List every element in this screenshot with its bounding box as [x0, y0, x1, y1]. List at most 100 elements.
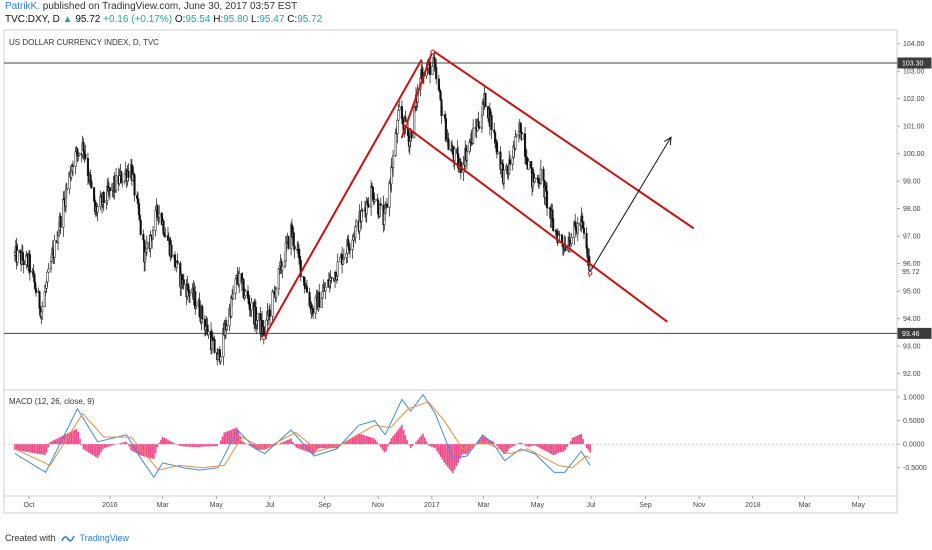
- time-tick-label: Mar: [478, 502, 491, 509]
- macd-tick-label: 0.0000: [903, 442, 925, 449]
- time-tick-label: 2018: [745, 502, 761, 509]
- candle-body: [453, 148, 456, 162]
- candle-body: [293, 245, 296, 250]
- candle-body: [379, 203, 382, 206]
- candle-body: [502, 169, 505, 184]
- candle-body: [102, 192, 105, 203]
- price-tick-label: 101.00: [903, 124, 925, 131]
- candle-series: [13, 51, 592, 366]
- trend-line-handle[interactable]: [587, 270, 593, 276]
- candle-body: [480, 114, 483, 129]
- trend-channel[interactable]: [261, 49, 695, 341]
- candle-body: [268, 309, 272, 317]
- candle-body: [361, 210, 364, 212]
- author-link[interactable]: PatrikK.: [5, 1, 41, 12]
- time-tick-label: May: [210, 502, 224, 509]
- macd-tick-label: 0.5000: [903, 418, 925, 425]
- candle-body: [219, 356, 222, 362]
- candle-body: [373, 199, 376, 202]
- low-label: L:: [251, 14, 260, 25]
- price-tick-label: 98.00: [903, 206, 921, 213]
- last-price: 95.72: [75, 14, 101, 25]
- candle-body: [275, 288, 278, 298]
- candle-body: [385, 203, 389, 208]
- macd-tick-label: 1.0000: [903, 395, 925, 402]
- candle-body: [127, 170, 130, 178]
- candle-body: [444, 118, 447, 142]
- trend-line-handle[interactable]: [403, 121, 408, 126]
- candle-body: [207, 331, 210, 335]
- arrow-head-icon[interactable]: [664, 136, 672, 146]
- candle-body: [330, 276, 333, 279]
- candle-body: [527, 161, 530, 170]
- trend-line-handle[interactable]: [430, 49, 435, 55]
- price-tick-label: 104.00: [903, 41, 925, 48]
- ohlc-bar: TVC:DXY, D ▲ 95.72 +0.16 (+0.17%) O:95.5…: [5, 14, 322, 25]
- candle-body: [195, 305, 198, 309]
- time-axis: Oct 2016 Mar May Jul Sep Nov 2017 Mar May Jul Sep No…: [24, 496, 866, 509]
- candle-body: [465, 151, 469, 161]
- chart-canvas[interactable]: 104.00 103.00 102.00 101.00 100.00 99.00 98.00…: [0, 28, 932, 528]
- time-tick-label: Mar: [157, 502, 170, 509]
- candle-body: [539, 168, 542, 184]
- candle-body: [173, 254, 177, 267]
- price-label-text: 103.30: [902, 60, 924, 67]
- candle-body: [84, 153, 87, 159]
- candle-body: [521, 133, 524, 140]
- price-label-text: 95.72: [902, 269, 920, 276]
- price-label-box: [897, 265, 932, 277]
- time-tick-label: May: [852, 502, 866, 509]
- time-tick-label: Jul: [266, 502, 275, 509]
- trend-line[interactable]: [431, 49, 695, 229]
- close-label: C:: [287, 14, 298, 25]
- time-tick-label: 2016: [102, 502, 118, 509]
- price-tick-label: 93.00: [903, 344, 921, 351]
- projection-arrow[interactable]: [590, 136, 672, 271]
- candle-body: [431, 65, 434, 76]
- candle-body: [576, 222, 579, 234]
- trend-line[interactable]: [262, 59, 423, 339]
- arrow-shaft[interactable]: [590, 136, 672, 271]
- time-tick-label: Mar: [799, 502, 812, 509]
- candle-body: [65, 188, 68, 191]
- candle-body: [188, 293, 191, 296]
- candle-body: [244, 290, 247, 297]
- publish-info: PatrikK. published on TradingView.com, J…: [5, 1, 297, 12]
- price-label-box: [897, 57, 932, 69]
- candle-body: [515, 134, 518, 137]
- created-with-label: Created with: [5, 533, 56, 543]
- time-tick-label: Oct: [24, 502, 35, 509]
- candle-body: [99, 196, 102, 207]
- price-tick-label: 99.00: [903, 179, 921, 186]
- close-value: 95.72: [297, 14, 323, 25]
- candle-body: [472, 127, 475, 144]
- candle-body: [558, 234, 561, 236]
- trend-line-handle[interactable]: [261, 335, 267, 341]
- price-tick-label: 97.00: [903, 234, 921, 241]
- time-tick-label: Nov: [693, 502, 706, 509]
- macd-line: [14, 393, 591, 479]
- trend-line[interactable]: [404, 125, 668, 323]
- candle-body: [299, 260, 302, 277]
- candle-body: [396, 120, 399, 135]
- price-tick-label: 95.00: [903, 289, 921, 296]
- candle-body: [46, 271, 49, 283]
- candle-body: [435, 66, 438, 80]
- candle-body: [490, 115, 493, 131]
- candle-body: [410, 131, 413, 139]
- candle-body: [398, 106, 401, 111]
- candle-body: [213, 339, 216, 353]
- candle-body: [62, 198, 65, 228]
- tradingview-brand[interactable]: TradingView: [79, 533, 130, 543]
- candle-body: [367, 204, 370, 208]
- open-label: O:: [174, 14, 186, 25]
- candle-body: [533, 177, 536, 182]
- candle-body: [225, 325, 228, 331]
- time-tick-label: 2017: [424, 502, 440, 509]
- candle-body: [530, 161, 533, 169]
- price-pane-title: US DOLLAR CURRENCY INDEX, D, TVC: [9, 38, 159, 47]
- candle-body: [397, 109, 400, 121]
- macd-pane-title: MACD (12, 26, close, 9): [9, 397, 95, 406]
- candle-body: [96, 206, 99, 213]
- candle-body: [151, 230, 155, 240]
